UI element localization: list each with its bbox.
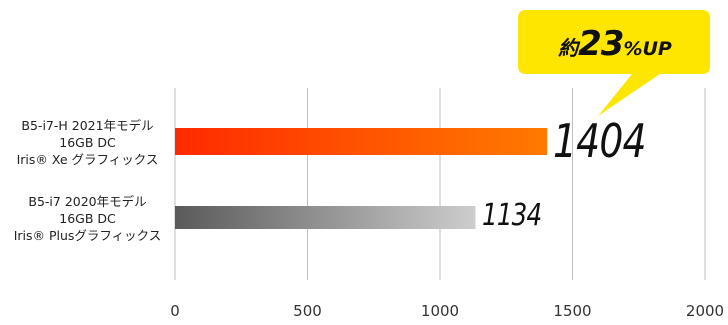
value-label-2021: 1404 — [553, 114, 647, 168]
category-line: B5-i7-H 2021年モデル — [21, 118, 154, 133]
category-line: 16GB DC — [59, 135, 116, 150]
callout-text: 約23%UP — [516, 24, 714, 64]
category-line: B5-i7 2020年モデル — [28, 194, 147, 209]
tick-label-0: 0 — [170, 302, 180, 320]
category-line: Iris® Xe グラフィックス — [16, 152, 159, 167]
callout-number: 23 — [578, 24, 624, 64]
callout-suffix: %UP — [623, 38, 672, 60]
value-label-2020: 1134 — [481, 198, 542, 233]
bars — [175, 128, 548, 229]
grid — [174, 88, 706, 280]
callout-prefix: 約 — [558, 36, 579, 60]
bar-2021 — [175, 128, 548, 155]
category-line: 16GB DC — [59, 211, 116, 226]
tick-label-500: 500 — [293, 302, 322, 320]
bar-2020 — [175, 206, 476, 229]
tick-label-1500: 1500 — [553, 302, 592, 320]
category-label-2021: B5-i7-H 2021年モデル 16GB DC Iris® Xe グラフィックス — [0, 117, 175, 168]
tick-label-2000: 2000 — [685, 302, 725, 320]
category-label-2020: B5-i7 2020年モデル 16GB DC Iris® Plusグラフィックス — [0, 193, 175, 244]
callout-bubble — [518, 10, 710, 116]
category-line: Iris® Plusグラフィックス — [13, 228, 162, 243]
tick-label-1000: 1000 — [420, 302, 460, 320]
